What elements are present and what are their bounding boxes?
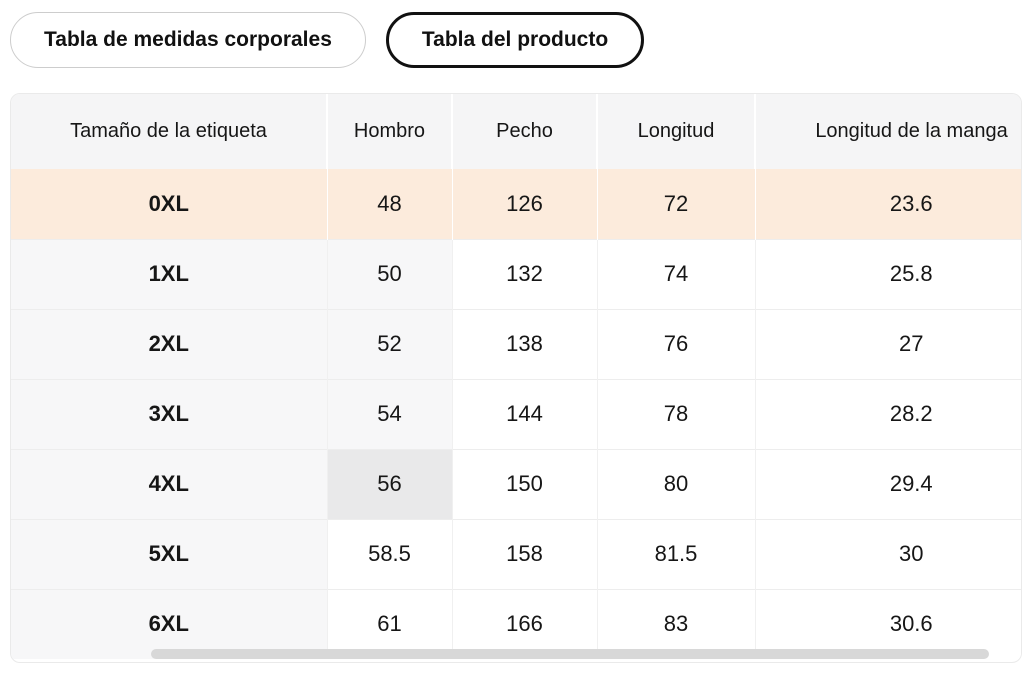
horizontal-scrollbar-thumb[interactable]: [151, 649, 989, 659]
column-header-2: Pecho: [452, 94, 598, 169]
value-cell: 54: [327, 378, 453, 449]
value-cell: 30: [755, 518, 1021, 589]
table-row: 1XL 50 132 74 25.8: [11, 238, 1021, 309]
value-cell: 144: [452, 378, 598, 449]
value-cell: 80: [597, 448, 756, 519]
size-chart-tabs: Tabla de medidas corporales Tabla del pr…: [0, 0, 1036, 68]
value-cell: 48: [327, 169, 453, 239]
value-cell: 150: [452, 448, 598, 519]
column-header-3: Longitud: [597, 94, 756, 169]
value-cell: 72: [597, 169, 756, 239]
size-cell: 4XL: [11, 448, 328, 519]
value-cell: 78: [597, 378, 756, 449]
tab-body-measurements[interactable]: Tabla de medidas corporales: [10, 12, 366, 68]
value-cell: 52: [327, 308, 453, 379]
header-row: Tamaño de la etiqueta Hombro Pecho Longitud…: [11, 94, 1021, 169]
table-body: 0XL 48 126 72 23.6 1XL 50 132 74 25.8 2XL 52 138 76 27…: [11, 169, 1021, 659]
value-cell: 76: [597, 308, 756, 379]
value-cell: 74: [597, 238, 756, 309]
value-cell: 56: [327, 448, 453, 519]
value-cell: 23.6: [755, 169, 1021, 239]
size-cell: 6XL: [11, 588, 328, 659]
value-cell: 138: [452, 308, 598, 379]
value-cell: 50: [327, 238, 453, 309]
size-cell: 3XL: [11, 378, 328, 449]
table-row: 6XL 61 166 83 30.6: [11, 588, 1021, 659]
size-cell: 0XL: [11, 169, 328, 239]
table-row: 4XL 56 150 80 29.4: [11, 448, 1021, 519]
value-cell: 158: [452, 518, 598, 589]
size-cell: 5XL: [11, 518, 328, 589]
value-cell: 166: [452, 588, 598, 659]
table-row: 5XL 58.5 158 81.5 30: [11, 518, 1021, 589]
value-cell: 81.5: [597, 518, 756, 589]
value-cell: 61: [327, 588, 453, 659]
table-row: 0XL 48 126 72 23.6: [11, 169, 1021, 239]
value-cell: 132: [452, 238, 598, 309]
size-table-container[interactable]: Tamaño de la etiqueta Hombro Pecho Longitud…: [10, 93, 1022, 663]
size-table: Tamaño de la etiqueta Hombro Pecho Longitud…: [11, 94, 1021, 659]
table-row: 3XL 54 144 78 28.2: [11, 378, 1021, 449]
value-cell: 58.5: [327, 518, 453, 589]
column-header-1: Hombro: [327, 94, 453, 169]
value-cell: 29.4: [755, 448, 1021, 519]
column-header-0: Tamaño de la etiqueta: [11, 94, 328, 169]
tab-product-measurements[interactable]: Tabla del producto: [385, 12, 645, 68]
value-cell: 27: [755, 308, 1021, 379]
table-row: 2XL 52 138 76 27: [11, 308, 1021, 379]
value-cell: 126: [452, 169, 598, 239]
size-cell: 1XL: [11, 238, 328, 309]
value-cell: 25.8: [755, 238, 1021, 309]
value-cell: 83: [597, 588, 756, 659]
size-cell: 2XL: [11, 308, 328, 379]
value-cell: 30.6: [755, 588, 1021, 659]
value-cell: 28.2: [755, 378, 1021, 449]
column-header-4: Longitud de la manga: [755, 94, 1021, 169]
